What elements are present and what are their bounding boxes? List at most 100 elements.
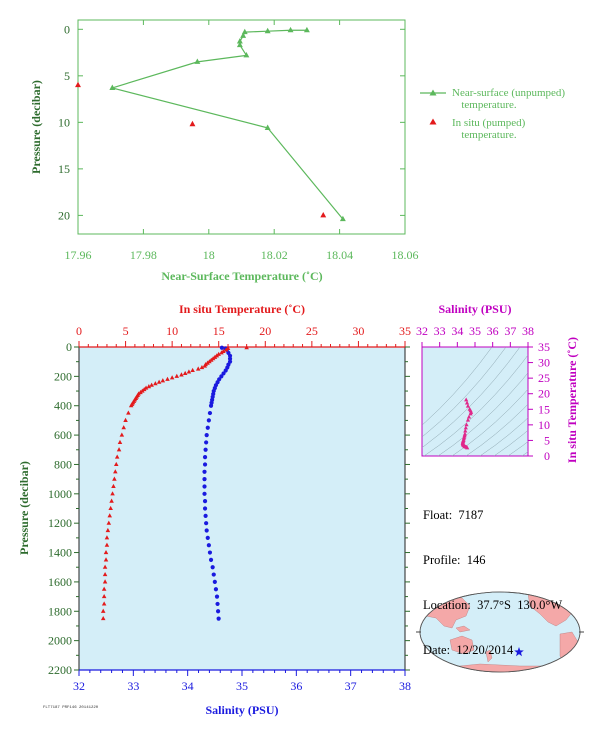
temperature-point — [100, 616, 106, 621]
ts-temperature-tick-label: 5 — [544, 433, 550, 447]
pressure-tick-label: 200 — [54, 369, 72, 383]
date-value: 12/20/2014 — [456, 643, 514, 657]
pressure-tick-label: 0 — [66, 340, 72, 354]
pressure-tick-label: 1600 — [48, 575, 72, 589]
salinity-point — [202, 484, 207, 489]
salinity-point — [202, 499, 208, 504]
profile-value: 146 — [466, 553, 486, 567]
salinity-tick-label: 37 — [345, 679, 357, 693]
temperature-tick-label: 0 — [76, 324, 82, 338]
top-y-tick-label: 20 — [58, 208, 70, 222]
legend-near-surface-line2: temperature. — [461, 99, 517, 111]
profile-row: Profile: 146 — [423, 553, 562, 568]
temperature-tick-label: 35 — [399, 324, 411, 338]
pressure-tick-label: 1400 — [48, 546, 72, 560]
temperature-point — [195, 366, 201, 371]
salinity-point — [204, 432, 209, 438]
near-surface-point — [264, 27, 271, 34]
ts-temperature-tick-label: 25 — [538, 371, 550, 385]
salinity-point — [219, 345, 224, 350]
in-situ-surface-point — [320, 211, 327, 218]
salinity-point — [216, 616, 221, 621]
salinity-point — [208, 403, 214, 408]
salinity-tick-label: 35 — [236, 679, 248, 693]
ts-salinity-tick-label: 34 — [451, 324, 463, 338]
near-surface-chart: Near-Surface Temperature (˚C) Pressure (… — [29, 19, 565, 283]
salinity-point — [202, 491, 207, 496]
near-surface-point — [339, 215, 346, 222]
salinity-point — [203, 447, 208, 452]
ts-point — [465, 445, 470, 450]
legend-in-situ-line2: temperature. — [461, 129, 517, 141]
near-surface-legend: Near-surface (unpumped) temperature. In … — [420, 87, 565, 141]
temperature-point — [105, 527, 111, 533]
temperature-point — [186, 369, 192, 374]
indonesia-islands — [455, 625, 471, 633]
near-surface-point — [240, 32, 247, 38]
ts-temperature-tick-label: 30 — [538, 356, 550, 370]
ts-salinity-tick-label: 32 — [416, 324, 428, 338]
temperature-point — [190, 367, 195, 373]
temperature-point — [113, 469, 118, 474]
salinity-point — [221, 371, 226, 376]
ts-point — [466, 414, 472, 419]
temperature-point — [108, 505, 113, 511]
temperature-point — [102, 564, 108, 569]
temperature-point — [174, 373, 180, 378]
float-info-panel: Float: 7187 Profile: 146 Location: 37.7°… — [423, 478, 562, 673]
top-x-tick-label: 17.96 — [65, 248, 92, 262]
near-surface-x-axis-label: Near-Surface Temperature (˚C) — [161, 269, 322, 283]
salinity-point — [206, 418, 211, 423]
temperature-point — [101, 601, 107, 606]
salinity-point — [215, 609, 221, 614]
pressure-tick-label: 400 — [54, 399, 72, 413]
temperature-point — [123, 417, 128, 422]
density-contour-line — [422, 347, 507, 438]
australia-landmass — [449, 635, 475, 655]
salinity-point — [215, 601, 220, 607]
pressure-tick-label: 1800 — [48, 604, 72, 618]
temperature-tick-label: 20 — [259, 324, 271, 338]
ts-point — [468, 411, 473, 416]
salinity-tick-label: 36 — [290, 679, 302, 693]
temperature-axis-label: In situ Temperature (˚C) — [179, 302, 305, 316]
location-label: Location: — [423, 598, 471, 612]
float-label: Float: — [423, 508, 453, 522]
legend-triangle-near-surface — [429, 89, 437, 96]
temperature-tick-label: 25 — [306, 324, 318, 338]
salinity-point — [210, 565, 215, 570]
near-surface-y-axis-label: Pressure (decibar) — [29, 80, 43, 174]
date-row: Date: 12/20/2014 — [423, 643, 562, 658]
ts-temperature-axis-label: In situ Temperature (˚C) — [565, 337, 579, 463]
legend-triangle-in-situ — [429, 118, 437, 125]
density-contour-line — [507, 441, 528, 456]
ts-point — [464, 422, 469, 427]
top-y-tick-label: 0 — [64, 22, 70, 36]
ts-temperature-tick-label: 10 — [538, 418, 550, 432]
density-contour-line — [423, 354, 528, 456]
density-contour-line — [521, 451, 528, 456]
temperature-tick-label: 30 — [352, 324, 364, 338]
temperature-tick-label: 10 — [166, 324, 178, 338]
top-y-tick-label: 15 — [58, 162, 70, 176]
salinity-point — [202, 506, 208, 511]
temperature-tick-label: 15 — [213, 324, 225, 338]
footer-code: FLT7187 PRF146 20141220 — [43, 706, 99, 710]
temperature-point — [101, 593, 107, 599]
temperature-point — [153, 381, 158, 386]
new-zealand-landmass — [485, 649, 493, 663]
temperature-point — [104, 542, 110, 547]
salinity-point — [204, 528, 209, 533]
density-contour-line — [422, 347, 521, 448]
ts-salinity-tick-label: 37 — [504, 324, 516, 338]
ts-point — [465, 403, 471, 408]
temperature-point — [109, 498, 114, 503]
top-x-tick-label: 17.98 — [130, 248, 157, 262]
salinity-tick-label: 33 — [127, 679, 139, 693]
temperature-point — [128, 403, 134, 408]
legend-in-situ-line1: In situ (pumped) — [452, 117, 526, 129]
float-location-star — [514, 647, 524, 657]
density-contour-line — [422, 347, 493, 426]
salinity-tick-label: 38 — [399, 679, 411, 693]
